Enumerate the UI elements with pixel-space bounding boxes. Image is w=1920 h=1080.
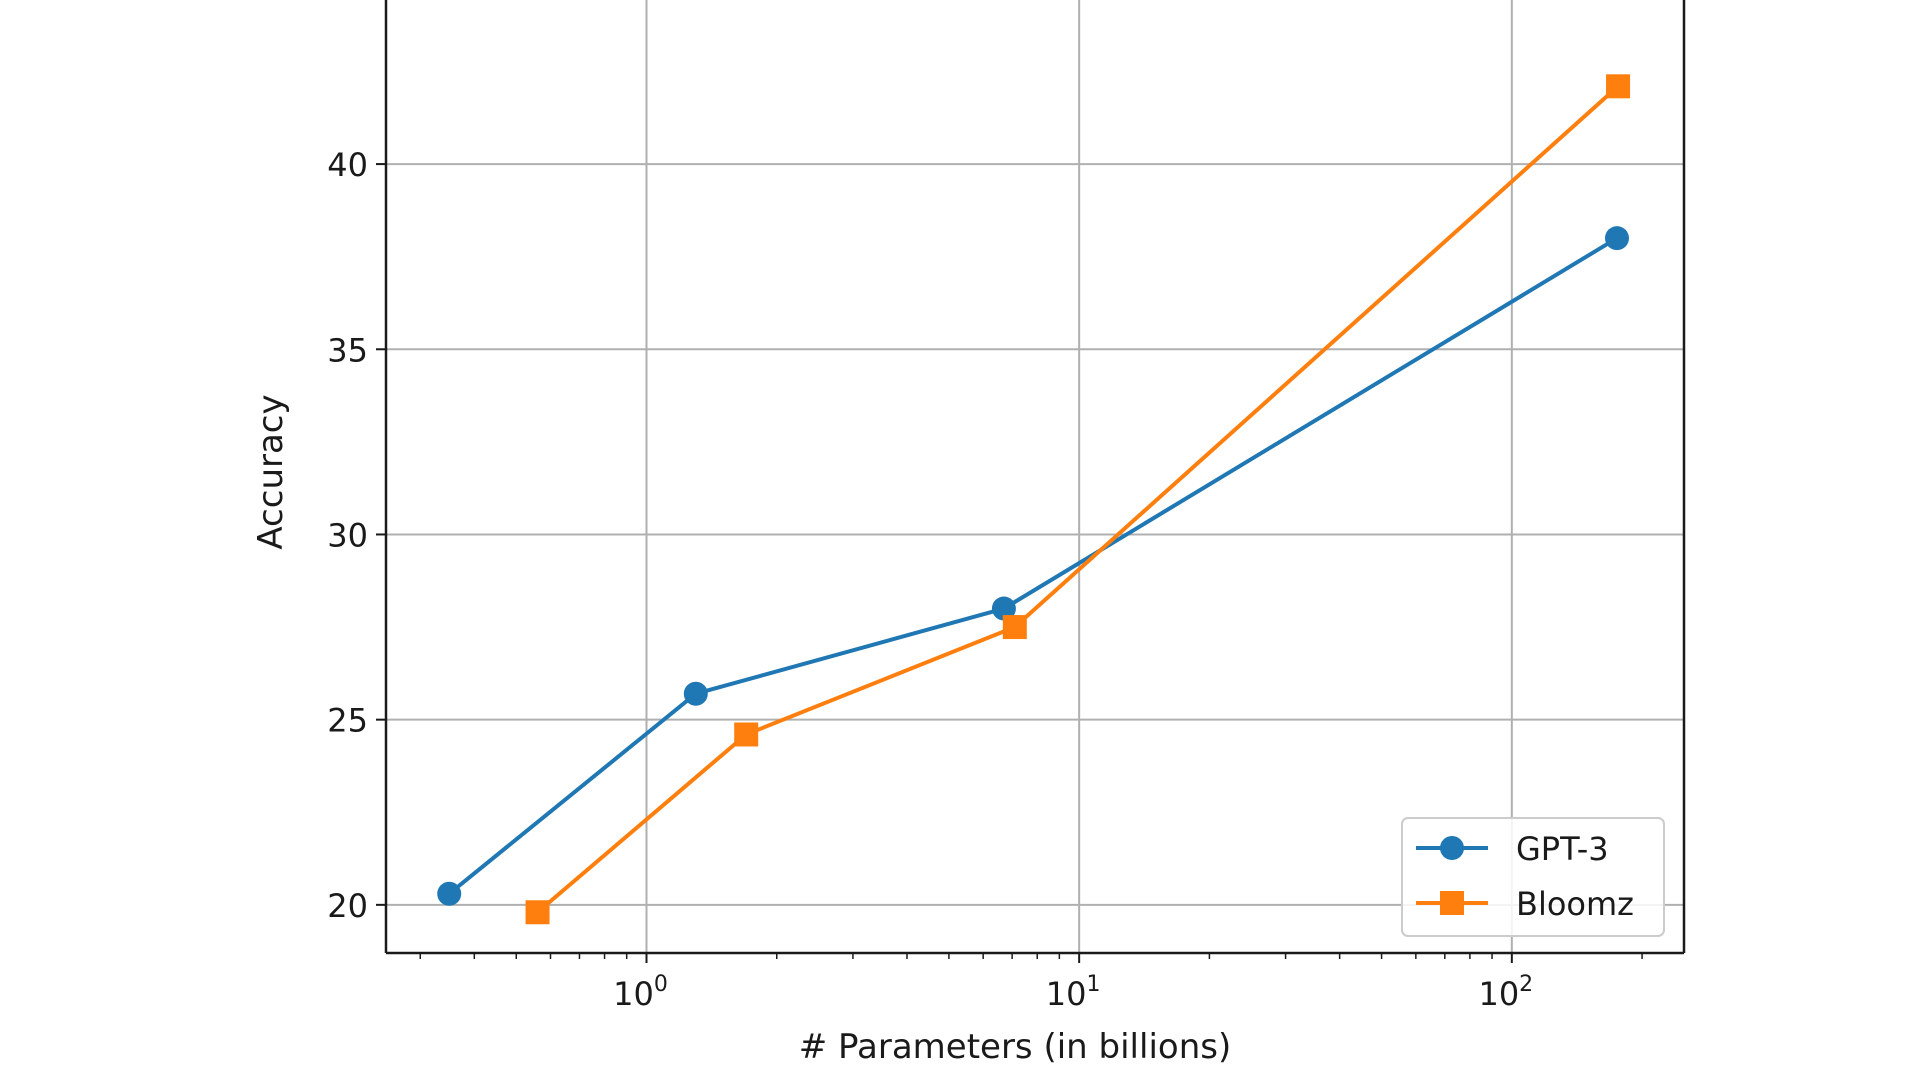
- series-bloomz: [525, 74, 1631, 925]
- data-point-bloomz: [734, 722, 759, 747]
- tick-labels: 20 25 30 35 40 100 101 102: [327, 146, 1533, 1013]
- series-line-bloomz: [536, 84, 1620, 914]
- y-tick-label: 40: [327, 146, 368, 184]
- grid-lines: [386, 0, 1684, 953]
- data-point-gpt-3: [1604, 226, 1629, 251]
- y-tick-label: 25: [327, 702, 368, 740]
- plot-series: [437, 74, 1631, 925]
- plot-axes: [376, 0, 1686, 963]
- data-point-bloomz: [525, 900, 550, 925]
- y-tick-label: 30: [327, 516, 368, 554]
- x-axis-label: # Parameters (in billions): [799, 1027, 1231, 1067]
- y-tick-label: 35: [327, 331, 368, 369]
- x-tick-label: 101: [1046, 972, 1101, 1013]
- data-point-gpt-3: [991, 596, 1016, 621]
- legend-label-bloomz: Bloomz: [1516, 885, 1634, 923]
- data-point-bloomz: [1002, 615, 1027, 640]
- x-tick-label: 102: [1478, 972, 1533, 1013]
- y-tick-label: 20: [327, 887, 368, 925]
- data-point-bloomz: [1606, 74, 1631, 99]
- series-line-gpt-3: [447, 236, 1619, 896]
- data-point-gpt-3: [437, 881, 462, 906]
- y-axis-label: Accuracy: [251, 394, 291, 549]
- data-point-gpt-3: [683, 681, 708, 706]
- legend-label-gpt-3: GPT-3: [1516, 830, 1609, 868]
- series-gpt-3: [437, 226, 1629, 906]
- legend-marker-gpt-3: [1440, 836, 1464, 860]
- legend-marker-bloomz: [1440, 891, 1464, 915]
- legend: GPT-3 Bloomz: [1401, 817, 1665, 937]
- x-tick-label: 100: [613, 972, 668, 1013]
